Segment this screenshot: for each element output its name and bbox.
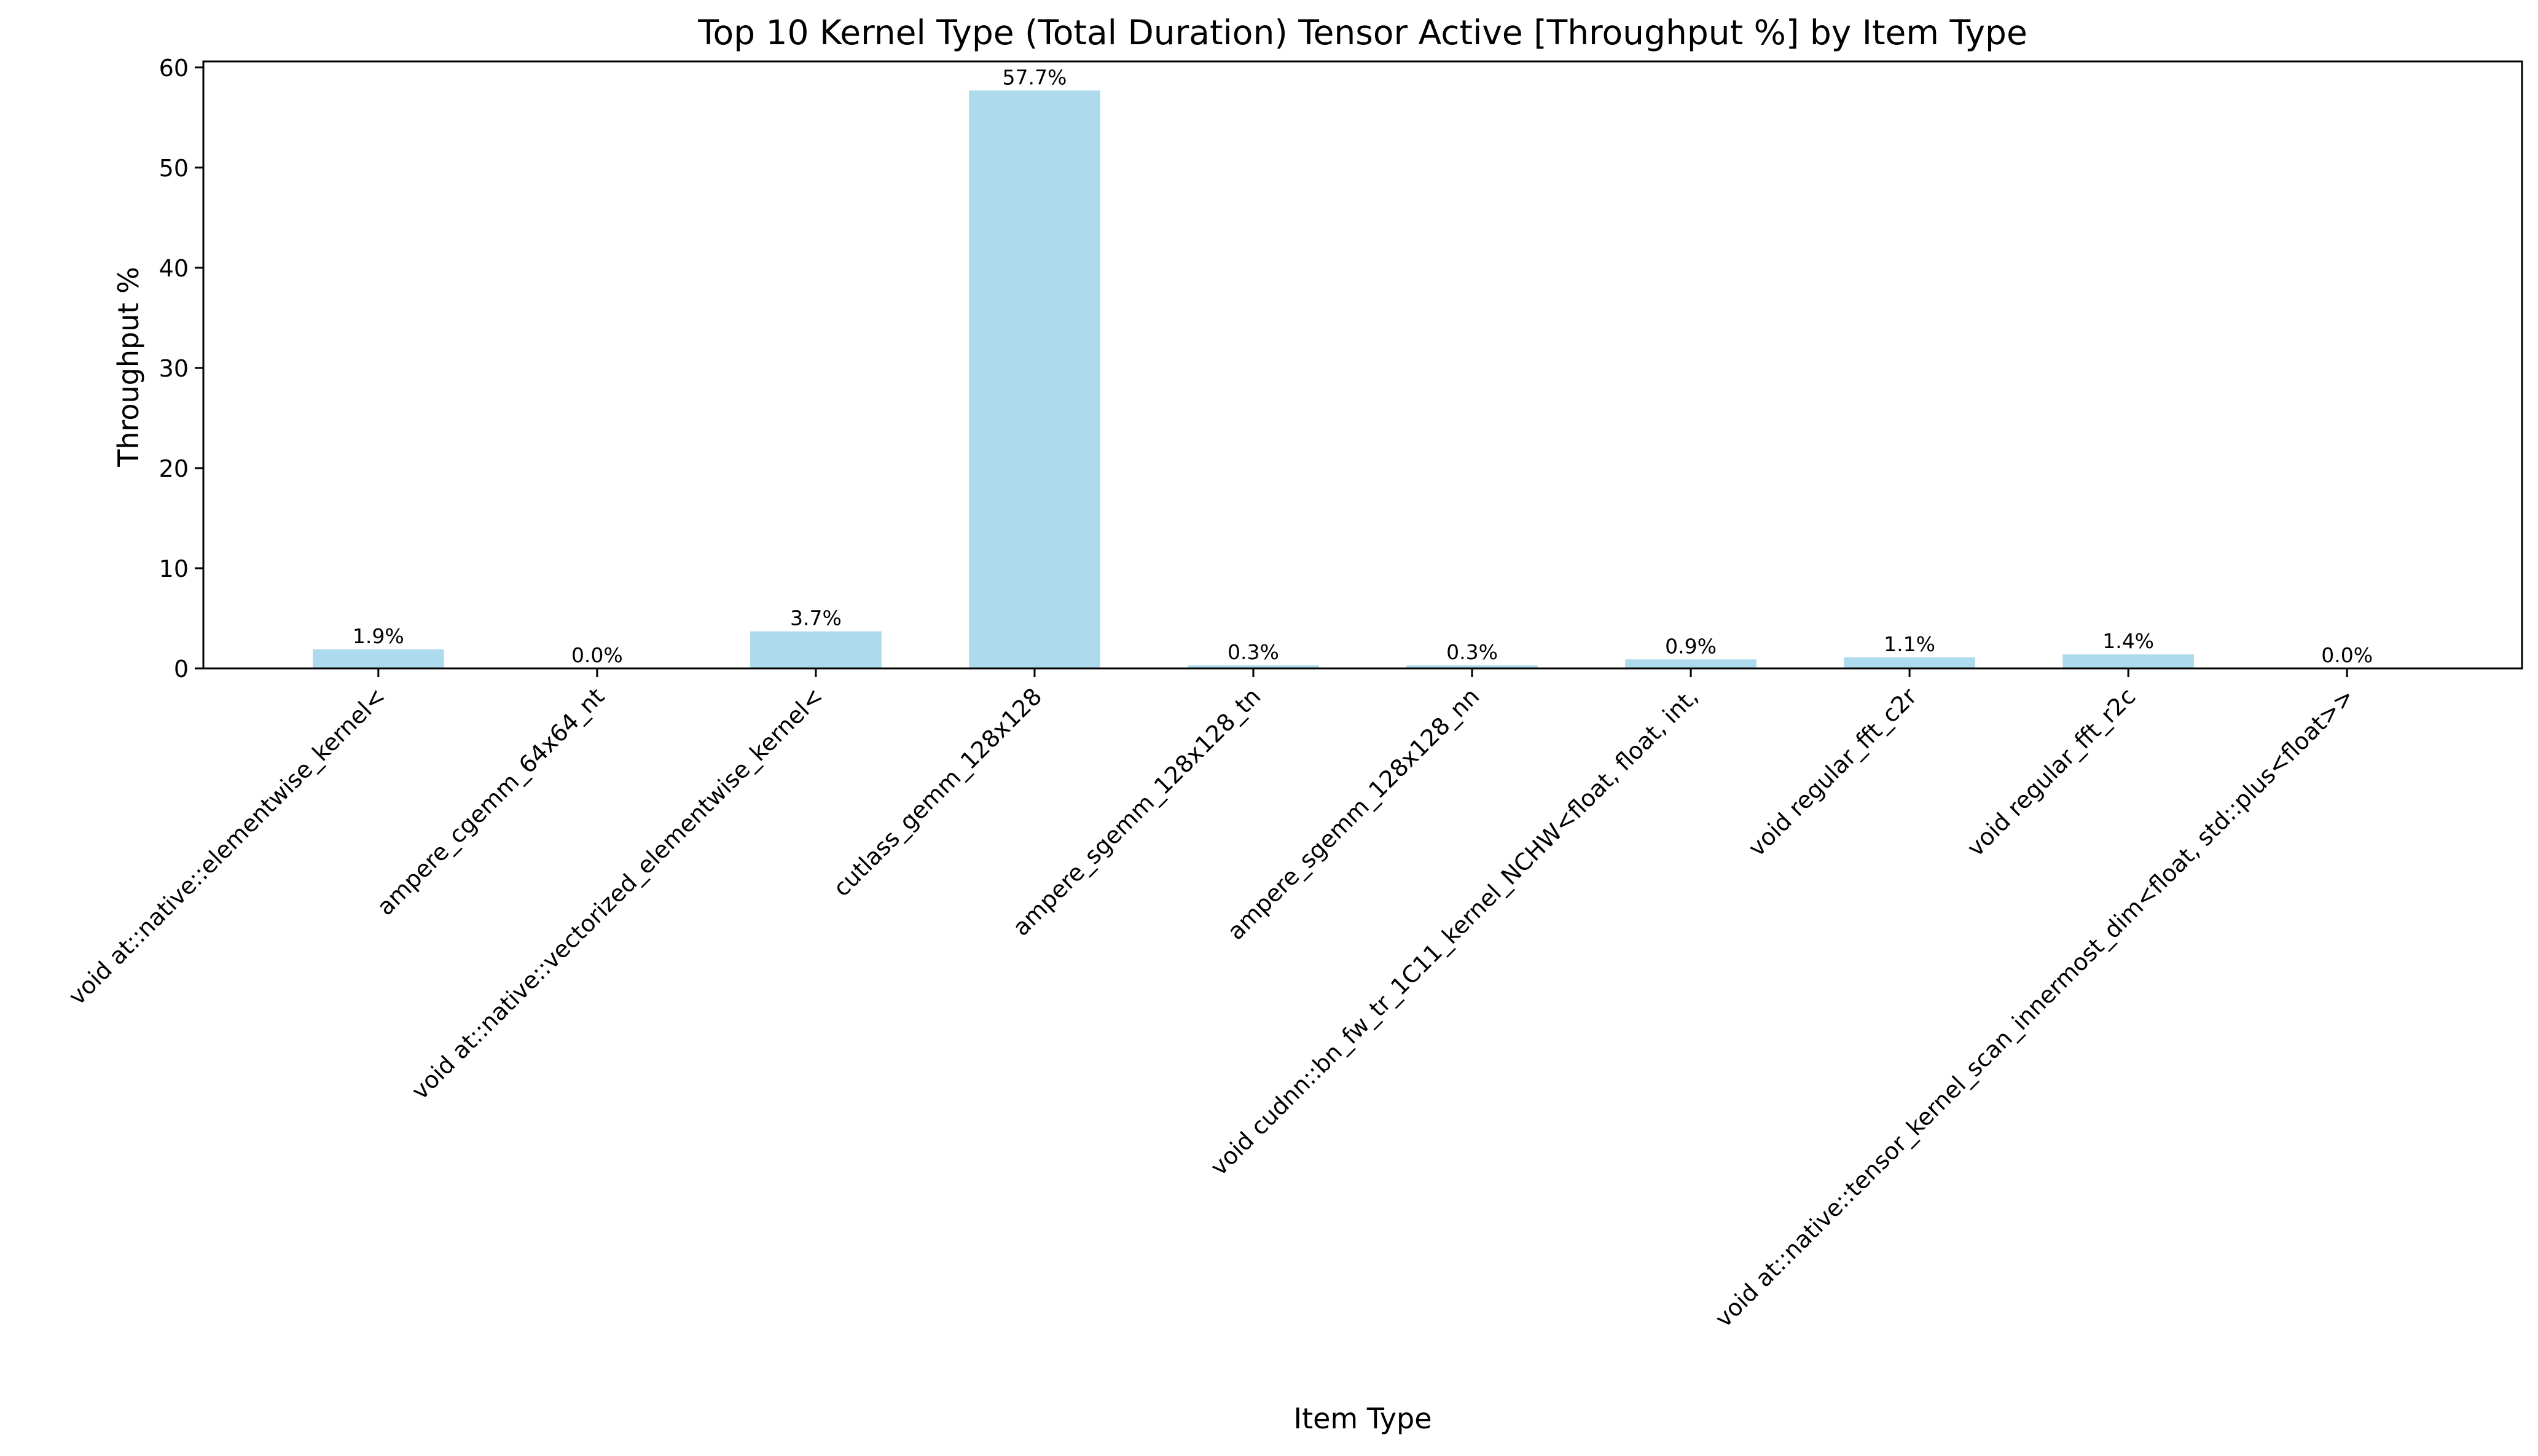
x-tick-label-2: void at::native::vectorized_elementwise_… — [406, 683, 828, 1105]
x-tick-label-5: ampere_sgemm_128x128_nn — [1222, 683, 1484, 945]
y-tick-label-3: 30 — [159, 355, 189, 382]
x-tick-label-7: void regular_fft_c2r — [1743, 683, 1922, 862]
data-label-9: 0.0% — [2321, 643, 2373, 667]
y-tick-label-4: 40 — [159, 255, 189, 282]
x-tick-label-8: void regular_fft_r2c — [1962, 683, 2140, 861]
bar-4 — [1188, 665, 1319, 668]
bar-0 — [313, 649, 444, 668]
bar-3 — [969, 90, 1100, 669]
bars-layer — [313, 90, 2194, 669]
x-axis-label: Item Type — [1294, 1402, 1432, 1435]
x-tick-label-1: ampere_cgemm_64x64_nt — [372, 683, 609, 920]
x-tick-label-3: cutlass_gemm_128x128 — [828, 683, 1048, 902]
data-label-1: 0.0% — [571, 643, 623, 667]
data-label-6: 0.9% — [1665, 634, 1717, 658]
data-label-2: 3.7% — [790, 606, 842, 630]
plot-frame — [202, 60, 2523, 670]
data-label-5: 0.3% — [1446, 640, 1498, 664]
data-labels: 1.9% 0.0% 3.7% 57.7% 0.3% 0.3% 0.9% 1.1% 1.4% 0.0… — [353, 65, 2373, 667]
x-axis-ticks: void at::native::elementwise_kernel<ampe… — [63, 668, 2360, 1333]
data-label-8: 1.4% — [2102, 629, 2154, 653]
y-tick-label-1: 10 — [159, 555, 189, 582]
bar-2 — [750, 631, 882, 668]
x-tick-label-6: void cudnn::bn_fw_tr_1C11_kernel_NCHW<fl… — [1205, 683, 1704, 1181]
bar-8 — [2062, 654, 2194, 668]
y-tick-label-6: 60 — [159, 55, 189, 82]
y-tick-label-5: 50 — [159, 155, 189, 182]
data-label-3: 57.7% — [1003, 65, 1067, 89]
bar-6 — [1625, 659, 1757, 668]
y-tick-label-0: 0 — [174, 656, 189, 683]
x-tick-label-4: ampere_sgemm_128x128_tn — [1008, 683, 1266, 941]
chart-title: Top 10 Kernel Type (Total Duration) Tens… — [697, 13, 2027, 52]
y-tick-label-2: 20 — [159, 455, 189, 482]
bar-5 — [1406, 665, 1538, 668]
bar-7 — [1844, 657, 1975, 668]
y-axis-label: Throughput % — [112, 267, 145, 468]
data-label-4: 0.3% — [1228, 640, 1279, 664]
data-label-7: 1.1% — [1884, 632, 1935, 656]
data-label-0: 1.9% — [353, 624, 404, 648]
y-axis-ticks: 0 10 20 30 40 50 60 — [159, 55, 203, 683]
x-tick-label-0: void at::native::elementwise_kernel< — [63, 683, 391, 1010]
